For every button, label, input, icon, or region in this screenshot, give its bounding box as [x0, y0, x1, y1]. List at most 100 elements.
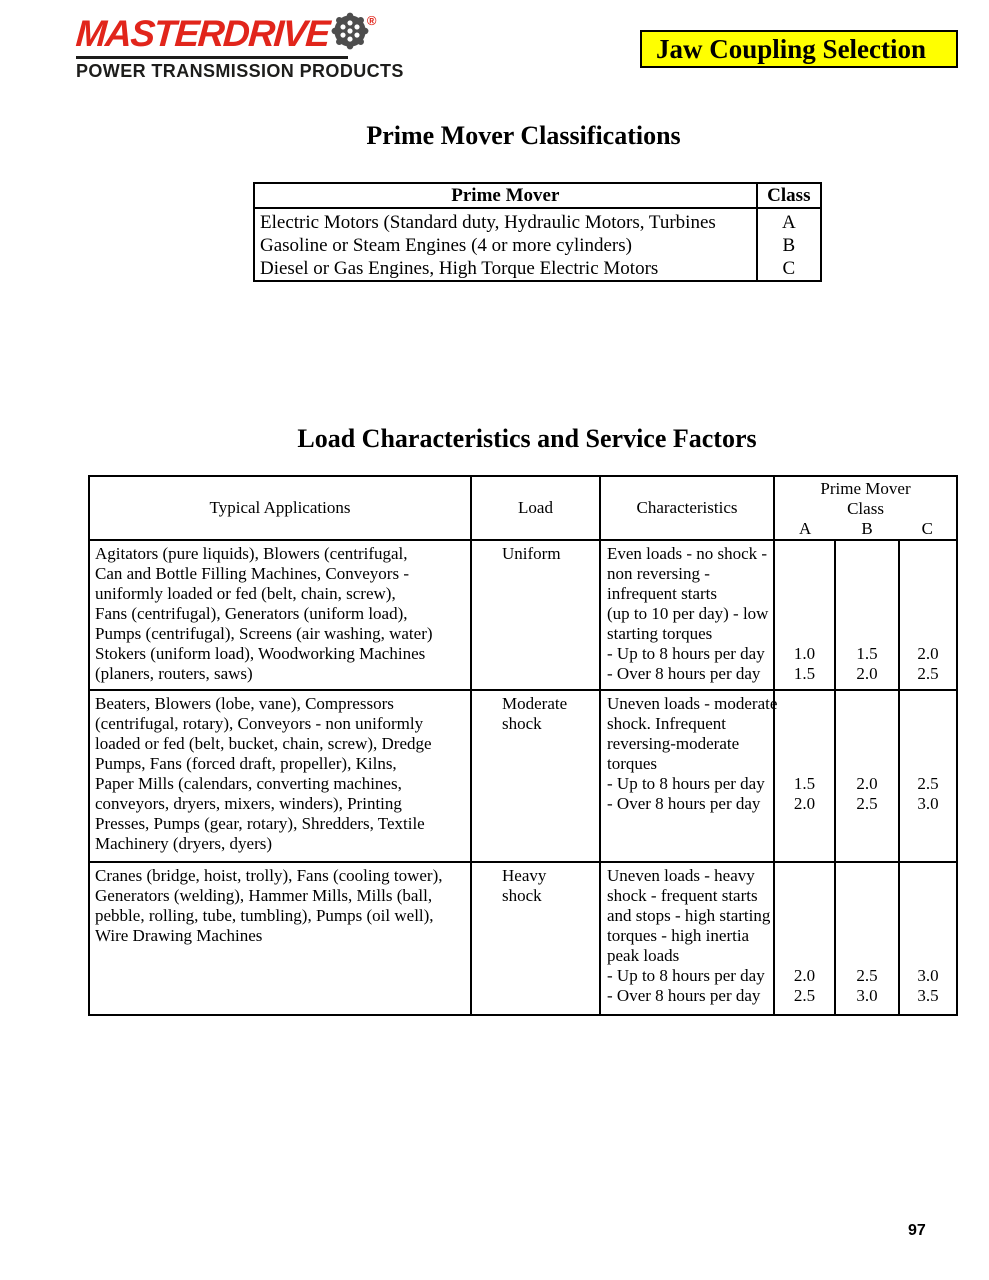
class-header: Class [755, 183, 821, 209]
applications-line: (centrifugal, rotary), Conveyors - non u… [95, 714, 424, 733]
service-factor-cell-c: 2.5 3.0 [897, 689, 959, 863]
service-factor-value: 2.0 [856, 664, 878, 683]
applications-line: Wire Drawing Machines [95, 926, 263, 945]
service-factor-value: 3.0 [856, 986, 878, 1005]
characteristics-header: Characteristics [599, 475, 775, 541]
prime-mover-header: Prime Mover [254, 183, 757, 209]
characteristics-line: - Over 8 hours per day [607, 986, 761, 1005]
service-factor-value: 2.5 [917, 774, 939, 793]
characteristics-line: - Up to 8 hours per day [607, 966, 765, 985]
applications-cell: Beaters, Blowers (lobe, vane), Compresso… [88, 689, 472, 863]
blank-line [775, 564, 834, 584]
logo-row: MASTERDRIVE [74, 12, 377, 55]
service-factor-cell-c: 3.0 3.5 [897, 861, 959, 1016]
blank-line [775, 906, 834, 926]
load-table-header-row: Typical Applications Load Characteristic… [88, 475, 959, 541]
service-factor-value: 3.5 [917, 986, 939, 1005]
class-columns-row: A B C [775, 519, 956, 539]
applications-line: loaded or fed (belt, bucket, chain, scre… [95, 734, 432, 753]
blank-line [836, 694, 898, 714]
blank-line [900, 906, 956, 926]
blank-line [900, 714, 956, 734]
applications-line: Fans (centrifugal), Generators (uniform … [95, 604, 408, 623]
service-factor-value: 2.0 [793, 966, 816, 985]
characteristics-cell: Uneven loads - heavy shock - frequent sta… [599, 861, 775, 1016]
applications-line: Pumps, Fans (forced draft, propeller), K… [95, 754, 397, 773]
load-cell: Moderate shock [470, 689, 601, 863]
service-factor-value: 1.5 [856, 644, 878, 663]
service-factor-cell-b: 2.0 2.5 [834, 689, 900, 863]
registered-trademark-symbol: ® [366, 13, 377, 28]
class-value-cell: A [755, 208, 821, 234]
brand-text: MASTERDRIVE [74, 12, 331, 54]
load-table-body: Agitators (pure liquids), Blowers (centr… [88, 539, 959, 1016]
load-characteristics-table: Typical Applications Load Characteristic… [88, 475, 959, 1016]
characteristics-line: and stops - high starting [607, 906, 771, 925]
blank-line [900, 624, 956, 644]
blank-line [775, 604, 834, 624]
characteristics-line: torques [607, 754, 658, 773]
banner-label: Jaw Coupling Selection [656, 33, 927, 64]
blank-line [775, 926, 834, 946]
load-table-row: Cranes (bridge, hoist, trolly), Fans (co… [88, 861, 959, 1016]
service-factor-value: 2.0 [856, 774, 878, 793]
characteristics-line: peak loads [607, 946, 680, 965]
blank-line [900, 886, 956, 906]
class-value-cell: B [755, 234, 821, 257]
blank-line [775, 754, 834, 774]
characteristics-line: Even loads - no shock - [607, 544, 768, 563]
service-factor-cell-c: 2.0 2.5 [897, 539, 959, 691]
service-factor-cell-a: 1.0 1.5 [773, 539, 836, 691]
blank-line [775, 624, 834, 644]
blank-line [900, 946, 956, 966]
section1-title: Prime Mover Classifications [366, 121, 681, 150]
characteristics-line: - Over 8 hours per day [607, 664, 761, 683]
applications-line: Cranes (bridge, hoist, trolly), Fans (co… [95, 866, 443, 885]
masterdrive-logo: MASTERDRIVE [74, 12, 404, 82]
blank-line [900, 754, 956, 774]
class-col-c: C [921, 519, 934, 538]
blank-line [836, 544, 898, 564]
service-factor-value: 1.5 [793, 774, 816, 793]
load-line: shock [502, 886, 542, 905]
characteristics-line: reversing-moderate [607, 734, 740, 753]
applications-line: uniformly loaded or fed (belt, chain, sc… [95, 584, 396, 603]
characteristics-line: shock - frequent starts [607, 886, 758, 905]
load-cell: Uniform [470, 539, 601, 691]
applications-line: Stokers (uniform load), Woodworking Mach… [95, 644, 426, 663]
blank-line [775, 866, 834, 886]
applications-line: Machinery (dryers, dyers) [95, 834, 273, 853]
blank-line [900, 544, 956, 564]
blank-line [836, 604, 898, 624]
class-col-b: B [861, 519, 873, 538]
applications-line: Generators (welding), Hammer Mills, Mill… [95, 886, 433, 905]
blank-line [775, 584, 834, 604]
prime-mover-class-group-header: Prime Mover Class A B C [772, 475, 959, 541]
blank-line [900, 734, 956, 754]
service-factor-value: 2.5 [856, 794, 878, 813]
characteristics-line: (up to 10 per day) - low [607, 604, 769, 623]
blank-line [836, 714, 898, 734]
prime-mover-table-body: Electric Motors (Standard duty, Hydrauli… [254, 208, 821, 281]
load-table-row: Agitators (pure liquids), Blowers (centr… [88, 539, 959, 691]
prime-mover-header-row: Prime Mover Class [254, 183, 821, 209]
blank-line [775, 544, 834, 564]
blank-line [775, 886, 834, 906]
service-factor-value: 2.0 [917, 644, 939, 663]
characteristics-line: starting torques [607, 624, 713, 643]
blank-line [775, 946, 834, 966]
logo-tagline: POWER TRANSMISSION PRODUCTS [76, 61, 404, 81]
service-factor-cell-a: 1.5 2.0 [773, 689, 836, 863]
sprocket-wheel-icon [331, 12, 369, 55]
applications-cell: Agitators (pure liquids), Blowers (centr… [88, 539, 472, 691]
blank-line [900, 564, 956, 584]
blank-line [775, 694, 834, 714]
prime-mover-row: Gasoline or Steam Engines (4 or more cyl… [254, 234, 821, 257]
service-factor-cell-a: 2.0 2.5 [773, 861, 836, 1016]
blank-line [836, 624, 898, 644]
class-value-cell: C [755, 257, 821, 281]
load-cell: Heavy shock [470, 861, 601, 1016]
characteristics-cell: Even loads - no shock - non reversing - in… [599, 539, 775, 691]
blank-line [900, 866, 956, 886]
blank-line [836, 906, 898, 926]
